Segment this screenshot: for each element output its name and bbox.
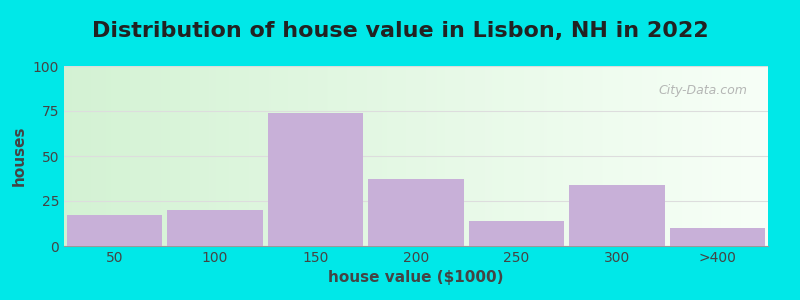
Bar: [469, 221, 564, 246]
X-axis label: house value ($1000): house value ($1000): [328, 270, 504, 285]
Bar: [167, 210, 262, 246]
Bar: [268, 113, 363, 246]
Bar: [66, 215, 162, 246]
Text: City-Data.com: City-Data.com: [658, 84, 747, 97]
Bar: [670, 228, 766, 246]
Y-axis label: houses: houses: [12, 126, 27, 186]
Bar: [570, 185, 665, 246]
Bar: [368, 179, 464, 246]
Text: Distribution of house value in Lisbon, NH in 2022: Distribution of house value in Lisbon, N…: [92, 21, 708, 41]
